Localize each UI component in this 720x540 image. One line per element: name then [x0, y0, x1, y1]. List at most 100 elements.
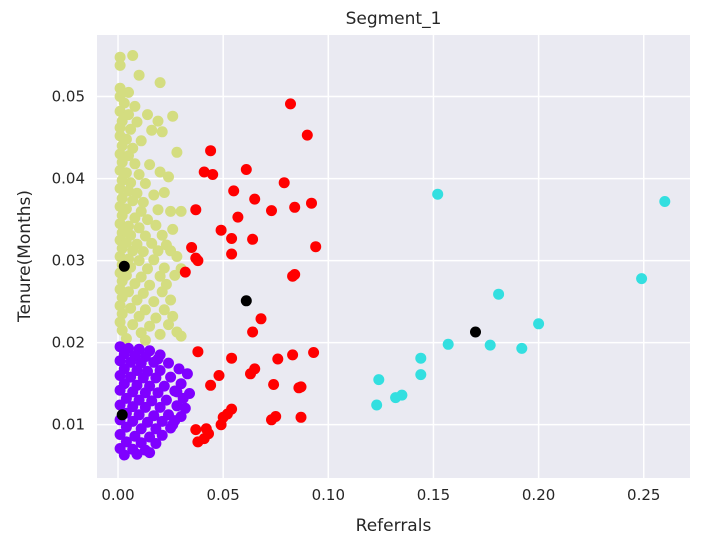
y-tick-labels: 0.01 0.02 0.03 0.04 0.05 [52, 88, 85, 434]
x-axis-label: Referrals [356, 516, 432, 536]
data-point [118, 97, 130, 109]
data-point [167, 110, 179, 122]
data-point [114, 399, 126, 411]
data-point [127, 245, 139, 257]
data-point [163, 171, 174, 183]
data-point [213, 370, 225, 381]
data-point [226, 248, 238, 260]
data-point [129, 100, 141, 112]
data-point [139, 230, 151, 242]
data-point [171, 146, 183, 158]
data-point [415, 352, 427, 364]
data-point [148, 254, 160, 266]
data-point [636, 273, 648, 285]
data-point [114, 59, 126, 71]
series-0 [114, 50, 187, 346]
data-point [156, 229, 168, 241]
data-point [139, 334, 151, 346]
data-point [163, 319, 174, 331]
data-point [144, 159, 156, 171]
data-point [266, 205, 277, 217]
data-point [156, 126, 168, 138]
data-point [289, 269, 301, 280]
data-point [116, 409, 128, 421]
x-tick-label: 0.15 [417, 486, 450, 504]
data-point [310, 241, 322, 253]
data-point [442, 338, 454, 350]
data-point [154, 166, 166, 178]
data-point [131, 448, 143, 460]
data-point [160, 394, 172, 406]
y-tick-label: 0.01 [52, 416, 85, 434]
data-point [306, 197, 317, 209]
data-point [125, 123, 137, 135]
data-point [192, 255, 204, 267]
data-point [192, 346, 204, 358]
data-point [144, 447, 156, 459]
data-point [272, 353, 284, 365]
data-point [133, 222, 145, 234]
series-2 [179, 98, 322, 448]
data-point [158, 187, 170, 198]
data-point [186, 242, 198, 253]
data-point [148, 296, 160, 308]
data-point [114, 384, 126, 396]
data-point [114, 82, 126, 94]
data-point [247, 326, 259, 338]
data-point [154, 77, 166, 89]
data-point [215, 224, 227, 236]
data-point [373, 374, 385, 386]
data-point [167, 310, 179, 322]
data-point [114, 370, 126, 381]
y-tick-label: 0.02 [52, 334, 85, 352]
data-point [133, 255, 145, 267]
data-point [175, 330, 187, 342]
data-point [120, 421, 132, 433]
data-point [158, 304, 170, 316]
data-point [150, 312, 162, 324]
data-point [150, 438, 162, 449]
data-point [371, 399, 383, 411]
data-point [154, 401, 166, 413]
data-point [226, 233, 238, 244]
data-point [285, 98, 296, 110]
data-point [118, 260, 130, 272]
data-point [137, 372, 149, 384]
y-axis-label: Tenure(Months) [15, 190, 35, 323]
data-point [152, 115, 164, 127]
data-point [226, 352, 238, 364]
data-point [114, 105, 126, 117]
data-point [133, 310, 145, 322]
data-point [165, 205, 177, 217]
data-point [123, 86, 134, 98]
data-point [295, 411, 307, 423]
data-point [179, 402, 191, 414]
data-point [114, 218, 126, 230]
data-point [114, 182, 126, 194]
data-point [198, 166, 210, 178]
data-point [114, 122, 126, 134]
x-tick-label: 0.20 [522, 486, 555, 504]
data-point [125, 302, 137, 314]
data-point [278, 177, 290, 189]
data-point [152, 245, 164, 257]
y-tick-label: 0.04 [52, 170, 85, 188]
data-point [131, 116, 143, 128]
data-point [169, 269, 181, 281]
series-1 [114, 341, 195, 461]
data-point [129, 158, 141, 170]
data-point [293, 382, 305, 394]
data-point [158, 262, 170, 274]
x-tick-label: 0.25 [627, 486, 660, 504]
data-point [268, 379, 280, 390]
data-point [184, 388, 195, 399]
data-point [232, 211, 244, 223]
data-point [131, 294, 143, 306]
data-point [142, 214, 153, 226]
data-point [240, 164, 252, 175]
data-point [139, 387, 151, 399]
data-point [207, 169, 219, 180]
chart-title: Segment_1 [346, 9, 442, 29]
data-point [190, 204, 202, 216]
data-point [135, 135, 147, 147]
